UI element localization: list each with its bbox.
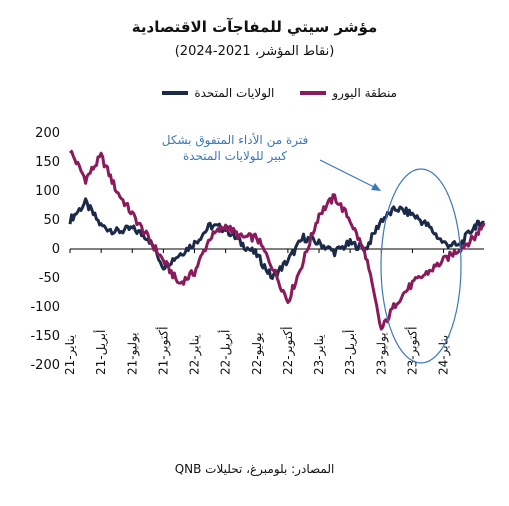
annotation-text: فترة من الأداء المتفوق بشكل كبير للولايا… [150, 132, 320, 164]
x-tick-label-0: يناير-21 [63, 335, 78, 375]
legend-item-us: الولايات المتحدة [162, 86, 274, 100]
y-tick-label-7: -150 [30, 329, 60, 344]
legend-swatch-eu [300, 91, 327, 95]
x-tick-label-9: أبريل-23 [342, 330, 358, 375]
annotation-ellipse [380, 168, 462, 364]
legend-item-eu: منطقة اليورو [300, 86, 397, 100]
annotation-line-1: فترة من الأداء المتفوق بشكل [161, 133, 309, 147]
x-tick-label-3: أكتوبر-21 [155, 327, 171, 375]
x-tick-label-7: أكتوبر-22 [280, 327, 296, 375]
x-tick-label-1: أبريل-21 [93, 330, 109, 375]
y-tick-label-0: 200 [35, 126, 60, 141]
x-tick-label-12: يناير-24 [437, 335, 452, 375]
source-note: المصادر: بلومبرغ، تحليلات QNB [174, 462, 335, 476]
chart-subtitle: (نقاط المؤشر، 2021-2024) [174, 44, 335, 59]
legend-label-us: الولايات المتحدة [194, 86, 275, 100]
series-line-1 [68, 149, 486, 331]
x-tick-label-11: أكتوبر-23 [404, 327, 420, 375]
x-tick-label-2: يوليو-21 [125, 332, 140, 375]
annotation-arrow-head [371, 183, 381, 191]
annotation-arrow-line [319, 159, 377, 189]
x-tick-label-6: يوليو-22 [250, 332, 265, 375]
x-tick-label-8: يناير-23 [312, 335, 327, 375]
y-tick-label-2: 100 [35, 184, 60, 199]
chart-title: مؤشر سيتي للمفاجآت الاقتصادية [131, 18, 378, 36]
legend-swatch-us [162, 91, 189, 95]
annotation-line-2: كبير للولايات المتحدة [182, 149, 288, 163]
y-tick-label-1: 150 [35, 155, 60, 170]
y-tick-label-6: -100 [30, 300, 60, 315]
x-tick-label-4: يناير-22 [188, 335, 203, 375]
legend: منطقة اليورو الولايات المتحدة [162, 86, 397, 100]
series-line-0 [68, 197, 485, 280]
y-tick-label-8: -200 [30, 358, 60, 373]
y-tick-label-4: 0 [52, 242, 60, 257]
x-tick-label-10: يوليو-23 [374, 332, 389, 375]
legend-label-eu: منطقة اليورو [332, 86, 397, 100]
y-tick-label-5: -50 [39, 271, 60, 286]
x-tick-label-5: أبريل-22 [218, 330, 234, 375]
y-tick-label-3: 50 [43, 213, 60, 228]
